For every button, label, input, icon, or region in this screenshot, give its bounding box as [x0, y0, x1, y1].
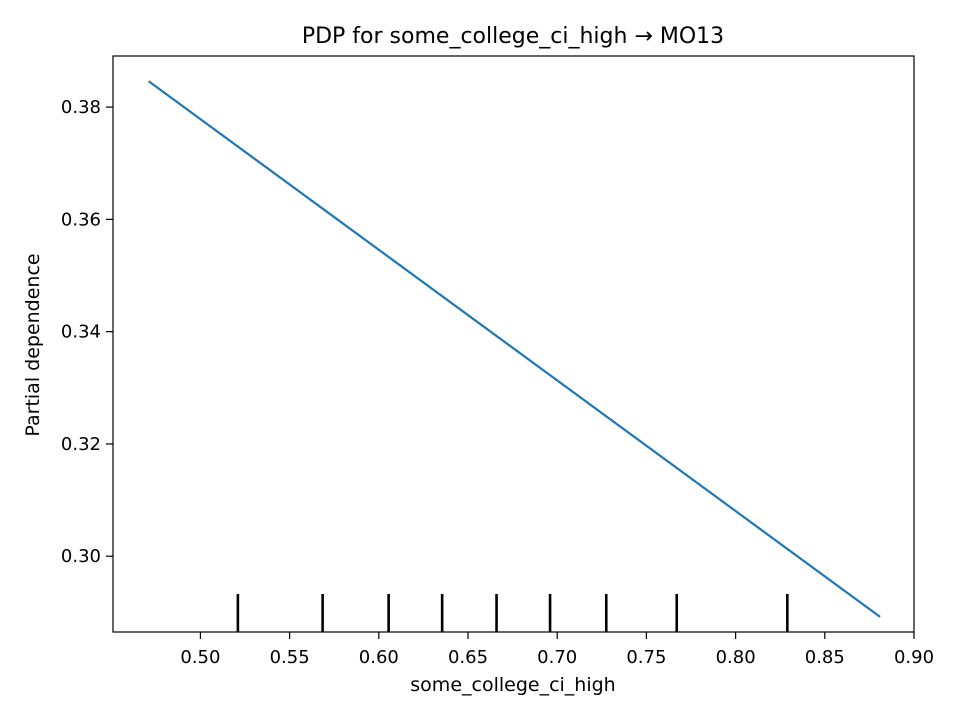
series-line-0 [148, 80, 881, 618]
axes-frame [112, 55, 915, 633]
y-tick-label-0: 0.30 [61, 546, 101, 567]
x-tick-label-3: 0.65 [448, 647, 488, 668]
x-tick-label-1: 0.55 [270, 647, 310, 668]
y-tick-label-4: 0.38 [61, 97, 101, 118]
x-tick-label-5: 0.75 [626, 647, 666, 668]
y-tick-label-1: 0.32 [61, 434, 101, 455]
x-axis-label: some_college_ci_high [410, 674, 615, 696]
x-tick-label-2: 0.60 [359, 647, 399, 668]
y-tick-label-2: 0.34 [61, 322, 101, 343]
x-tick-label-4: 0.70 [537, 647, 577, 668]
x-tick-label-0: 0.50 [180, 647, 220, 668]
x-tick-label-6: 0.80 [716, 647, 756, 668]
y-tick-label-3: 0.36 [61, 209, 101, 230]
x-tick-label-8: 0.90 [894, 647, 934, 668]
x-tick-label-7: 0.85 [805, 647, 845, 668]
plot-area: 0.50 0.55 0.60 0.65 0.70 0.75 0.80 0.85 0.90 0.30… [61, 55, 934, 668]
chart-title: PDP for some_college_ci_high → MO13 [302, 24, 724, 49]
y-axis-label: Partial dependence [22, 253, 44, 436]
